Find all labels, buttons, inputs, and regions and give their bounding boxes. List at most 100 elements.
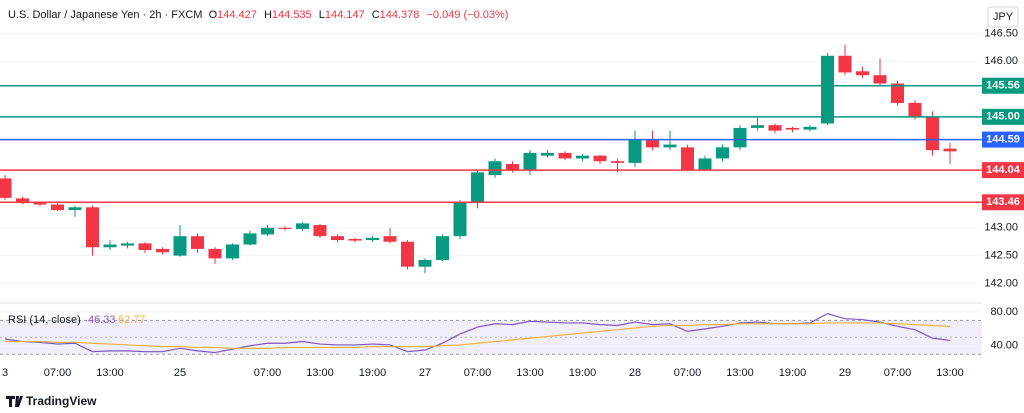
x-tick-label: 07:00: [674, 367, 702, 379]
candle-body: [383, 236, 397, 242]
candle-body: [576, 155, 589, 159]
candle-body: [103, 244, 117, 248]
candle-body: [208, 248, 222, 259]
candle-body: [366, 237, 379, 241]
change: −0.049 (−0.03%): [426, 9, 509, 21]
x-tick-label: 07:00: [884, 367, 912, 379]
x-tick-label: 07:00: [44, 367, 72, 379]
candle-body: [838, 55, 852, 73]
candle-body: [943, 148, 957, 152]
rsi-line: [5, 322, 951, 349]
candle-body: [436, 236, 449, 261]
candle-body: [191, 236, 204, 249]
candle-body: [278, 227, 292, 229]
rsi-title: RSI (14, close): [8, 314, 81, 326]
level-tag: [982, 108, 1024, 125]
currency: JPY: [993, 11, 1014, 23]
x-tick-label: 19:00: [779, 367, 807, 379]
x-tick-label: 3: [2, 367, 8, 379]
candle-body: [453, 202, 467, 237]
level-label: 144.04: [986, 164, 1021, 176]
y-tick-label: 143.00: [984, 222, 1018, 234]
candle-body: [733, 127, 747, 148]
candle-body: [418, 260, 432, 267]
ohlc-value: 144.535: [271, 9, 312, 21]
symbol: U.S. Dollar / Japanese Yen · 2h · FXCM: [8, 9, 203, 21]
candle-body: [68, 207, 82, 211]
y-tick-label: 40.00: [990, 340, 1018, 352]
x-tick-label: 19:00: [569, 367, 597, 379]
candle-body: [261, 227, 274, 235]
level-label: 145.56: [986, 80, 1020, 92]
x-tick-label: 27: [419, 367, 431, 379]
y-tick-label: 146.00: [984, 55, 1018, 67]
x-tick-label: 28: [629, 367, 641, 379]
candle-body: [331, 236, 344, 241]
ohlc-key: C: [371, 9, 380, 21]
candle-body: [646, 139, 659, 148]
candle-body: [156, 248, 169, 253]
candle-body: [663, 144, 677, 148]
y-tick-label: 142.50: [984, 249, 1018, 261]
level-tag: [982, 131, 1024, 148]
candle-body: [803, 126, 817, 130]
candle-body: [16, 198, 29, 203]
y-tick-label: 80.00: [990, 306, 1018, 318]
candle-body: [51, 204, 64, 211]
ohlc-key: O: [208, 9, 218, 21]
candle-body: [698, 158, 712, 170]
candle-body: [226, 244, 239, 259]
candle-body: [786, 127, 799, 130]
ohlc-key: L: [318, 9, 325, 21]
candle-body: [296, 223, 309, 229]
ohlc-key: H: [263, 9, 272, 21]
x-tick-label: 13:00: [726, 367, 754, 379]
candle-body: [488, 161, 502, 176]
brand: TradingView: [26, 394, 97, 408]
candle-body: [541, 152, 554, 156]
candle-body: [173, 236, 187, 256]
candle-body: [681, 147, 694, 170]
y-tick-label: 142.00: [984, 277, 1018, 289]
x-tick-label: 25: [174, 367, 186, 379]
x-tick-label: 13:00: [96, 367, 124, 379]
candle-body: [121, 243, 134, 246]
candle-body: [138, 243, 152, 251]
candle-body: [401, 241, 414, 267]
ohlc-value: 144.427: [217, 9, 257, 21]
candle-body: [716, 147, 729, 159]
x-tick-label: 13:00: [936, 367, 964, 379]
candle-body: [0, 178, 12, 198]
candle-body: [558, 152, 572, 159]
level-tag: [982, 77, 1024, 94]
candle-body: [768, 125, 782, 131]
candle-body: [751, 125, 764, 128]
ohlc-value: 144.147: [324, 9, 365, 21]
candle-body: [33, 202, 47, 205]
x-tick-label: 13:00: [516, 367, 544, 379]
level-label: 145.00: [986, 111, 1020, 123]
candle-body: [908, 102, 922, 117]
level-label: 144.59: [986, 133, 1020, 145]
candle-body: [593, 155, 607, 162]
candle-body: [891, 83, 904, 103]
candle-body: [348, 238, 362, 241]
x-tick-label: 13:00: [306, 367, 334, 379]
level-tag: [982, 162, 1024, 179]
legend-value: 46.33: [88, 314, 116, 326]
candle-body: [821, 55, 834, 124]
candle-body: [506, 164, 519, 170]
x-tick-label: 29: [839, 367, 851, 379]
candle-body: [628, 139, 642, 163]
candle-body: [313, 225, 327, 237]
x-tick-label: 19:00: [359, 367, 387, 379]
brand-logo: [6, 396, 23, 407]
level-label: 143.46: [986, 196, 1020, 208]
candle-body: [471, 172, 484, 203]
level-tag: [982, 194, 1024, 211]
candle-body: [243, 233, 257, 245]
legend-value: 62.77: [118, 314, 146, 326]
currency-box[interactable]: [987, 6, 1019, 28]
